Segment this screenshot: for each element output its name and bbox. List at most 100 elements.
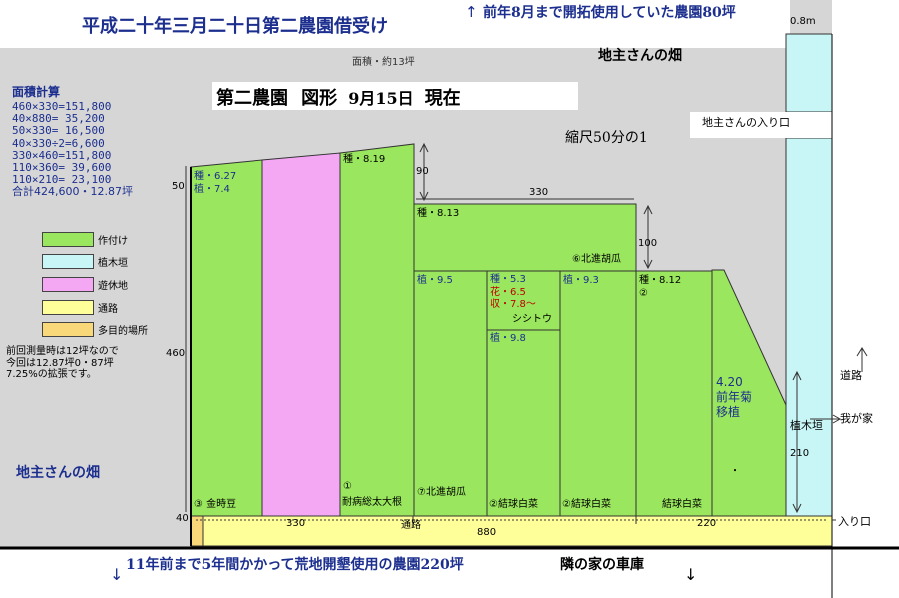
plot-1-plant: 植・7.4 [194,184,230,195]
plot-8-sow: 種・8.12 [639,275,682,286]
bottom-arrow-right-icon: ↓ [684,565,698,584]
plot-8 [635,270,713,517]
legend-swatch-path [42,300,94,315]
top-right-arrow-icon: ↑ [465,3,478,21]
landowner-entrance-band [690,112,832,138]
plot-3-num: ① [343,481,352,492]
landowner-field-left: 地主さんの畑 [16,465,100,481]
plot-3-sow: 種・8.19 [343,154,386,165]
dim-100-arrow-up [643,204,653,215]
legend-swatch-planted [42,232,94,247]
area-calc-line: 330×460=151,800 [12,148,112,162]
plan-title: 第二農園 図形 9月15日 現在 [216,84,461,110]
right-margin [832,0,899,548]
plot-9-line3: 移植 [716,405,741,419]
top-right-note: 前年8月まで開拓使用していた農園80坪 [483,5,736,21]
road-label: 道路 [840,369,862,382]
plot-8-crop: 結球白菜 [662,499,702,510]
landowner-entrance-label: 地主さんの入り口 [702,116,790,129]
legend-label: 遊休地 [98,281,128,292]
plot-6-variety: シシトウ [512,314,552,325]
plot-6-flower: 花・6.5 [490,287,526,298]
dim-220-label: 220 [697,518,717,529]
area-calc-list: 460×330=151,800 40×880= 35,200 50×330= 1… [12,100,133,199]
dim-210-label: 210 [790,448,810,459]
area-note: 面積・約13坪 [352,57,415,68]
dim-330-bottom-label: 330 [286,518,306,529]
legend-label: 植木垣 [98,258,128,269]
dim-880-label: 880 [477,527,497,538]
plot-9-line2: 前年菊 [716,390,753,404]
plot-1-crop: ③ 金時豆 [194,499,237,510]
expansion-note: 前回測量時は12坪なので 今回は12.87坪0・87坪 7.25%の拡張です。 [6,346,119,381]
plot-6-crop: ②結球白菜 [489,499,538,510]
hedge-right-label: 植木垣 [790,419,823,432]
area-calc-line: 460×330=151,800 [12,100,112,113]
dim-90-label: 90 [416,166,429,177]
area-calc-heading: 面積計算 [12,85,61,99]
plan-title-date: 9月15日 [348,89,414,108]
plot-7-plant: 植・9.3 [563,275,599,286]
dim-460-label: 460 [166,348,186,359]
legend-label: 通路 [98,304,118,315]
header-title: 平成二十年三月二十日第二農園借受け [82,16,388,37]
plan-title-status: 現在 [424,88,461,109]
legend-swatch-multipurpose [42,322,94,337]
plan-title-box [212,82,578,110]
legend-label: 多目的場所 [98,326,148,337]
bottom-arrow-left-icon: ↓ [110,565,124,584]
path-strip [190,515,833,547]
neighbor-garage-label: 隣の家の車庫 [560,557,644,573]
plot-6-harvest: 収・7.8～ [490,299,536,310]
legend-label: 作付け [98,236,128,247]
road-arrow-right-icon [810,414,842,424]
plot-6-sow: 種・5.3 [490,274,526,285]
bottom-note: 11年前まで5年間かかって荒地開墾使用の農園220坪 [126,557,464,573]
dim-50-label: 50 [172,181,185,192]
title-band [0,0,790,48]
expansion-note-line: 前回測量時は12坪なので [6,346,119,357]
area-calc-line: 40×330÷2=6,600 [12,136,105,150]
area-calc-total: 合計424,600・12.87坪 [12,185,133,199]
dim-90-arrow-down [419,191,429,202]
legend-swatch-fallow [42,277,94,292]
dim-330-top-label: 330 [529,187,549,198]
plan-title-shape: 図形 [301,88,338,109]
dim-100-label: 100 [638,238,658,249]
plot-4-sow: 種・8.13 [417,208,460,219]
width-top-right: 0.8m [790,16,816,27]
to-my-house-label: 我が家 [840,412,873,425]
plan-scale: 縮尺50分の1 [565,130,648,146]
dim-210-arrow-down [792,503,802,514]
legend-swatch-hedge [42,254,94,269]
plot-fallow [261,152,341,517]
path-label: 通路 [401,520,421,531]
dim-100-arrow-down [643,259,653,270]
plot-9 [711,269,787,517]
dim-210-arrow-up [792,370,802,381]
plot-7 [559,270,637,517]
plot-1-sow: 種・6.27 [194,171,237,182]
expansion-note-line: 今回は12.87坪0・87坪 [6,357,114,369]
plot-3 [339,143,415,517]
expansion-note-line: 7.25%の拡張です。 [6,369,97,380]
hedge-strip-upper [785,33,833,113]
plot-7-crop: ②結球白菜 [562,499,611,510]
landowner-field-top: 地主さんの畑 [598,48,682,64]
plot-5-crop: ⑦北進胡瓜 [417,487,466,498]
dim-90-arrow-up [419,142,429,153]
area-calc-line: 40×880= 35,200 [12,112,105,126]
plan-title-name: 第二農園 [216,88,288,109]
entrance-label: 入り口 [838,515,871,528]
plot-9-line1: 4.20 [716,375,743,389]
plot-3-crop: 耐病総太大根 [342,497,402,508]
plot-5 [413,270,488,517]
area-calc-line: 110×210= 23,100 [12,173,112,187]
plot-5-plant: 植・9.5 [417,275,453,286]
road-arrow-up-icon [856,347,868,372]
area-calc-line: 50×330= 16,500 [12,124,105,138]
plot-1 [190,159,263,517]
plot-9-dot: ・ [730,466,740,477]
bottom-band [0,548,899,598]
